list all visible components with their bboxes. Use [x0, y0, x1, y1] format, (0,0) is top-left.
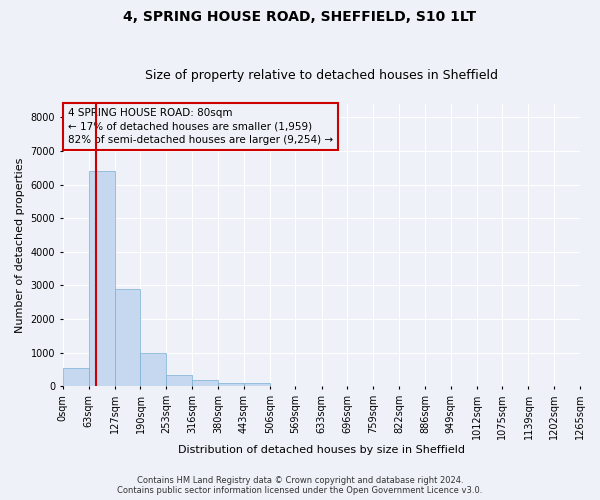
Bar — [218, 383, 244, 386]
Text: 4 SPRING HOUSE ROAD: 80sqm
← 17% of detached houses are smaller (1,959)
82% of s: 4 SPRING HOUSE ROAD: 80sqm ← 17% of deta… — [68, 108, 333, 144]
Text: 4, SPRING HOUSE ROAD, SHEFFIELD, S10 1LT: 4, SPRING HOUSE ROAD, SHEFFIELD, S10 1LT — [124, 10, 476, 24]
X-axis label: Distribution of detached houses by size in Sheffield: Distribution of detached houses by size … — [178, 445, 465, 455]
Bar — [89, 171, 115, 386]
Bar — [192, 380, 218, 386]
Y-axis label: Number of detached properties: Number of detached properties — [15, 158, 25, 333]
Bar — [115, 289, 140, 386]
Bar — [140, 352, 166, 386]
Bar — [63, 368, 89, 386]
Title: Size of property relative to detached houses in Sheffield: Size of property relative to detached ho… — [145, 69, 498, 82]
Bar — [166, 374, 192, 386]
Text: Contains HM Land Registry data © Crown copyright and database right 2024.
Contai: Contains HM Land Registry data © Crown c… — [118, 476, 482, 495]
Bar — [244, 383, 269, 386]
